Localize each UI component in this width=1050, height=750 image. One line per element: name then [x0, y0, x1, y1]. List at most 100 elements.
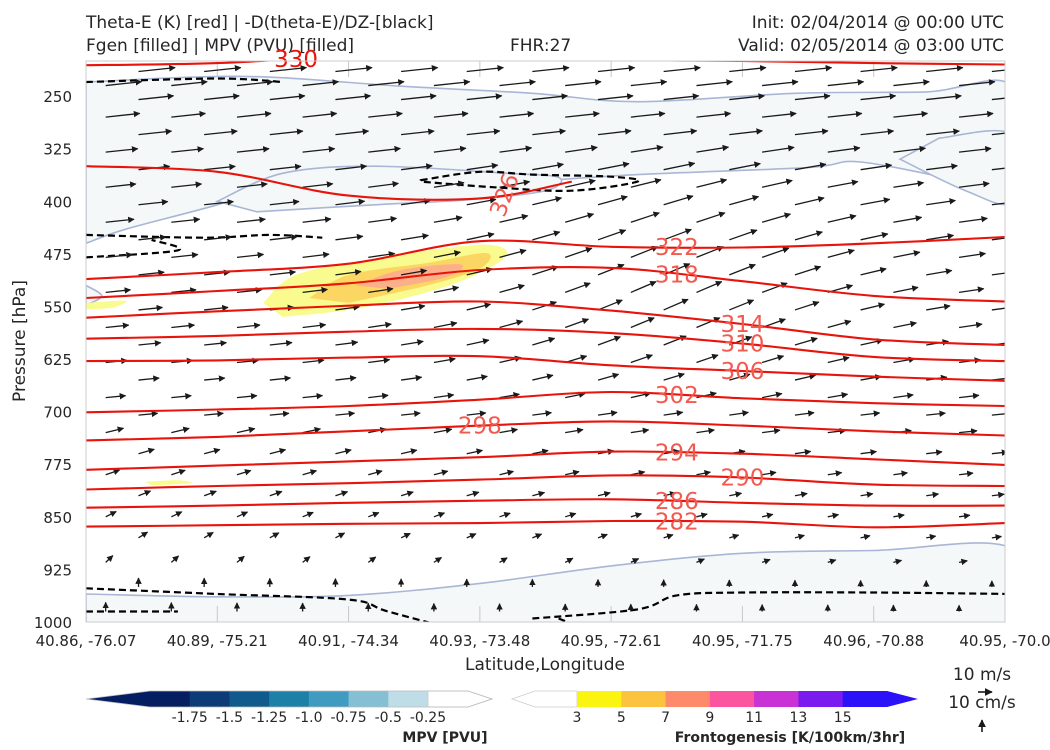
wind-vector	[171, 511, 183, 518]
theta-e-label-text: 318	[655, 263, 699, 289]
wind-vector	[368, 61, 375, 62]
fgen-colorbar-swatch	[754, 691, 799, 707]
wind-vector	[630, 211, 660, 223]
wind-vector	[926, 233, 955, 241]
wind-vector	[269, 198, 300, 206]
theta-e-contour-322	[86, 235, 1005, 281]
theta-e-contour-286	[86, 498, 1005, 509]
x-axis-label: Latitude,Longitude	[465, 655, 625, 675]
mpv-colorbar-swatch	[269, 691, 310, 707]
fgen-colorbar-tick: 5	[617, 710, 626, 726]
fgen-colorbar-swatch	[709, 691, 755, 707]
wind-vector	[466, 93, 503, 101]
wind-vector	[761, 354, 785, 364]
wind-vector	[138, 93, 175, 101]
wind-vector	[958, 321, 983, 329]
wind-vector	[171, 79, 208, 87]
wind-vector	[171, 322, 196, 329]
wind-vector	[105, 393, 127, 400]
theta-e-label-text: 314	[720, 312, 764, 338]
wind-vector	[827, 110, 863, 118]
wind-vector	[663, 409, 684, 417]
fgen-colorbar-extend-high	[887, 691, 918, 707]
wind-vector	[565, 145, 598, 153]
wind-vector	[400, 268, 428, 276]
wind-vector	[893, 320, 917, 329]
theta-e-label-text: 290	[720, 466, 764, 492]
wind-vector	[991, 167, 1005, 171]
wind-vector	[827, 213, 857, 223]
stability-contour-low4	[558, 617, 571, 622]
theta-e-label-text: 310	[720, 332, 764, 358]
wind-ref-horizontal-label: 10 m/s	[953, 665, 1011, 685]
wind-vector	[368, 215, 398, 223]
title-valid-time: Valid: 02/05/2014 @ 03:00 UTC	[738, 36, 1004, 56]
mpv-colorbar-tick: -0.5	[375, 710, 402, 726]
wind-vector	[663, 372, 685, 381]
wind-vector	[663, 533, 674, 540]
wind-vector	[236, 61, 244, 62]
wind-vector	[499, 179, 531, 188]
wind-vector	[893, 61, 900, 62]
wind-vector	[335, 233, 364, 241]
mpv-colorbar-swatch	[388, 691, 429, 707]
wind-vector	[991, 69, 1005, 73]
wind-vector	[367, 556, 377, 564]
y-tick-label: 325	[43, 141, 72, 159]
wind-vector	[860, 267, 887, 276]
wind-vector	[926, 64, 964, 73]
wind-vector	[762, 470, 777, 477]
wind-vector	[204, 340, 228, 347]
wind-vector	[991, 410, 1005, 418]
wind-vector	[597, 64, 636, 73]
wind-vector	[565, 79, 602, 87]
wind-vector	[630, 280, 657, 294]
wind-vector	[893, 110, 929, 118]
wind-vector	[532, 533, 543, 540]
wind-vector	[466, 374, 488, 381]
wind-vector	[499, 469, 515, 476]
wind-vector	[893, 250, 921, 258]
wind-vector	[138, 531, 149, 539]
fgen-colorbar-swatch	[665, 691, 711, 707]
wind-vector	[663, 128, 698, 136]
theta-e-label-298: 298	[458, 414, 502, 440]
wind-vector	[499, 248, 527, 258]
wind-vector	[269, 269, 297, 276]
theta-e-contour-330	[86, 61, 1005, 67]
theta-e-label-314: 314	[720, 312, 764, 338]
wind-vector	[794, 265, 822, 276]
wind-vector	[794, 64, 833, 73]
wind-vector	[893, 215, 923, 223]
wind-vector	[171, 216, 201, 224]
fgen-colorbar-tick: 13	[790, 710, 808, 726]
wind-vector	[761, 282, 788, 294]
wind-vector	[564, 557, 574, 564]
wind-vector	[827, 248, 855, 258]
wind-vector	[958, 145, 992, 153]
wind-vector	[170, 555, 180, 563]
theta-e-label-text: 298	[458, 414, 502, 440]
wind-vector	[105, 287, 132, 294]
wind-vector	[794, 533, 805, 541]
wind-vector	[236, 216, 266, 224]
stability-contour-low3	[532, 591, 1005, 620]
wind-vector	[696, 427, 715, 435]
title-left-line2: Fgen [filled] | MPV (PVU) [filled]	[86, 36, 355, 56]
wind-vector	[532, 64, 570, 73]
mpv-colorbar-extend-low	[86, 691, 150, 707]
wind-vector	[597, 93, 634, 101]
wind-vector	[991, 449, 1005, 456]
wind-vector	[597, 299, 623, 311]
wind-vector	[663, 64, 701, 73]
wind-vector	[893, 512, 905, 520]
wind-vector	[696, 211, 726, 223]
wind-vector	[663, 491, 677, 498]
wind-vector	[860, 302, 886, 311]
wind-vector	[794, 373, 817, 381]
wind-vector	[597, 229, 627, 241]
theta-e-contour-298	[86, 420, 1005, 442]
wind-vector	[269, 447, 287, 455]
wind-vector	[433, 320, 458, 329]
wind-vector	[236, 146, 270, 153]
